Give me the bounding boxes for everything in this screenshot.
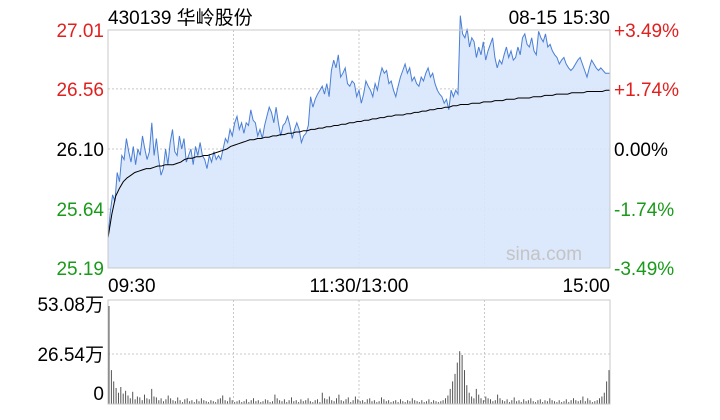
- percent-tick-label: -3.49%: [614, 259, 674, 280]
- price-tick-label: 26.10: [56, 140, 104, 161]
- stock-title: 430139 华岭股份: [108, 7, 253, 29]
- price-tick-label: 25.64: [56, 200, 104, 221]
- price-line: [107, 15, 610, 238]
- percent-tick-label: +3.49%: [614, 21, 679, 42]
- time-axis: 09:30 11:30/13:00 15:00: [108, 276, 610, 297]
- time-tick-label: 15:00: [562, 276, 610, 297]
- price-area-fill: [108, 15, 610, 268]
- price-axis: 27.01 26.56 26.10 25.64 25.19: [56, 21, 104, 280]
- percent-tick-label: +1.74%: [614, 80, 679, 101]
- volume-plot-frame: [107, 299, 611, 405]
- volume-tick-label: 53.08万: [37, 295, 104, 316]
- datetime-label: 08-15 15:30: [509, 8, 610, 29]
- percent-tick-label: -1.74%: [614, 200, 674, 221]
- price-tick-label: 25.19: [56, 259, 104, 280]
- watermark: sina.com: [506, 244, 582, 265]
- percent-axis: +3.49% +1.74% 0.00% -1.74% -3.49%: [614, 21, 679, 280]
- price-plot-frame: [107, 29, 611, 269]
- volume-tick-label: 26.54万: [37, 345, 104, 366]
- percent-tick-label: 0.00%: [614, 140, 668, 161]
- price-tick-label: 26.56: [56, 80, 104, 101]
- price-tick-label: 27.01: [56, 21, 104, 42]
- average-price-line: [107, 89, 610, 238]
- volume-tick-label: 0: [93, 384, 104, 405]
- time-tick-label: 11:30/13:00: [310, 276, 409, 297]
- volume-grid: [108, 300, 610, 404]
- time-tick-label: 09:30: [108, 276, 156, 297]
- volume-axis: 53.08万 26.54万 0: [37, 295, 104, 405]
